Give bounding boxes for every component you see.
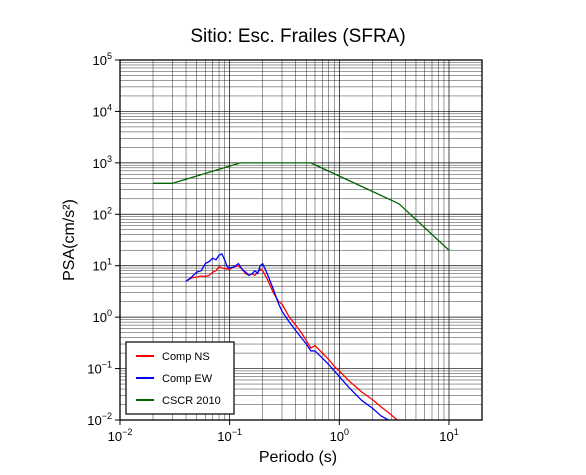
legend-label: Comp NS [162,351,210,363]
series-line-comp-ns [185,265,399,420]
y-tick-label: 105 [93,51,112,68]
y-axis-label: PSA(cm/s²) [61,199,78,281]
y-tick-labels: 10−2 10−1 100 101 102 103 104 105 [87,51,120,428]
y-tick-label: 101 [93,257,112,274]
legend-label: Comp EW [162,373,213,385]
grid [120,60,482,420]
y-tick-label: 10−1 [87,360,112,377]
legend-label: CSCR 2010 [162,395,221,407]
y-tick-label: 100 [93,308,112,325]
y-tick-label: 103 [93,154,112,171]
x-tick-label: 10−2 [108,427,133,444]
y-tick-label: 102 [93,205,112,222]
x-axis-label: Periodo (s) [259,449,337,466]
x-tick-label: 100 [330,427,349,444]
series-line-cscr-2010 [153,162,450,251]
x-tick-label: 101 [439,427,458,444]
series-line-comp-ew [185,253,389,420]
chart-title: Sitio: Esc. Frailes (SFRA) [190,26,405,47]
legend: Comp NS Comp EW CSCR 2010 [125,341,235,415]
plot-frame [119,59,483,421]
y-tick-label: 10−2 [87,411,112,428]
y-tick-label: 104 [93,102,112,119]
x-tick-label: 10−1 [217,427,242,444]
series-group [153,162,450,420]
x-tick-labels: 10−2 10−1 100 101 [108,420,459,444]
